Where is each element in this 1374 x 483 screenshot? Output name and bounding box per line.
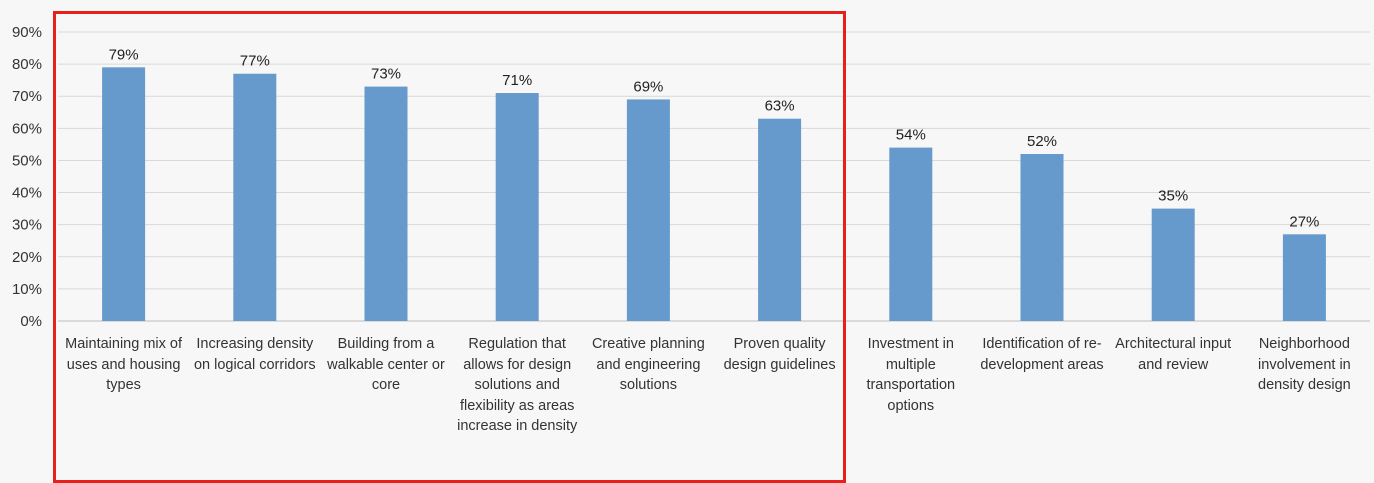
y-tick-label: 10% [12,281,42,298]
bar [1151,208,1195,321]
data-label: 52% [1027,133,1057,150]
x-category-label: Proven quality design guidelines [723,336,836,373]
bar [626,99,670,321]
x-category-label: Creative planning and engineering soluti… [591,336,705,393]
x-category-label: Regulation that allows for design soluti… [457,336,578,434]
x-category-label: Building from a walkable center or core [327,336,445,393]
x-category-label: Investment in multiple transportation op… [866,336,956,414]
data-label: 79% [109,46,139,63]
data-label: 63% [765,98,795,115]
y-tick-label: 60% [12,120,42,137]
y-tick-label: 20% [12,249,42,266]
bar [758,118,802,321]
gridlines [58,31,1370,322]
data-label: 71% [502,72,532,89]
bar [233,73,277,321]
y-tick-label: 30% [12,217,42,234]
bars [102,67,1326,321]
x-category-label: Increasing density on logical corridors [193,336,316,373]
data-label: 35% [1158,188,1188,205]
y-tick-label: 0% [20,313,42,330]
x-category-label: Architectural input and review [1115,336,1232,373]
y-tick-label: 80% [12,56,42,73]
data-label: 77% [240,53,270,70]
data-label: 27% [1289,213,1319,230]
bar [364,86,408,321]
bar [889,147,933,321]
bar [1282,234,1326,321]
data-label: 54% [896,127,926,144]
y-tick-label: 70% [12,88,42,105]
data-label: 73% [371,66,401,83]
bar [1020,154,1064,321]
y-axis-ticks: 0% 10% 20% 30% 40% 50% 60% 70% 80% 90% [12,24,42,330]
x-category-label: Neighborhood involvement in density desi… [1258,336,1351,393]
bar [495,93,539,321]
y-tick-label: 40% [12,185,42,202]
data-label: 69% [633,78,663,95]
x-category-label: Identification of re-development areas [980,336,1104,373]
y-tick-label: 50% [12,152,42,169]
y-tick-label: 90% [12,24,42,41]
data-labels: 79% 77% 73% 71% 69% 63% 54% 52% 35% 27% [109,46,1320,230]
x-category-label: Maintaining mix of uses and housing type… [65,336,183,393]
bar [102,67,146,321]
